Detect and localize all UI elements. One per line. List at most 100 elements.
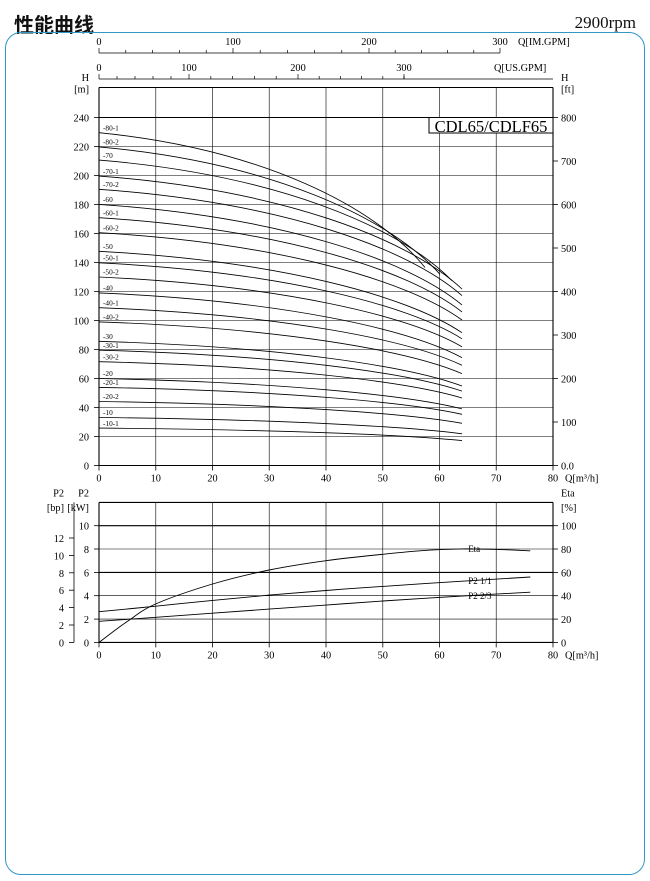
svg-text:CDL65/CDLF65: CDL65/CDLF65 xyxy=(435,117,548,136)
svg-text:70: 70 xyxy=(491,650,501,661)
svg-text:200: 200 xyxy=(361,37,376,48)
svg-text:-40: -40 xyxy=(103,284,113,293)
svg-text:0: 0 xyxy=(59,638,64,649)
svg-text:0: 0 xyxy=(96,474,101,485)
svg-text:30: 30 xyxy=(264,650,274,661)
svg-text:[bp]: [bp] xyxy=(47,503,64,514)
svg-text:12: 12 xyxy=(54,534,64,545)
svg-text:P2: P2 xyxy=(53,489,64,500)
svg-text:120: 120 xyxy=(74,288,89,299)
svg-text:-20: -20 xyxy=(103,369,113,378)
svg-text:800: 800 xyxy=(561,114,576,125)
svg-text:80: 80 xyxy=(548,650,558,661)
svg-text:-50-2: -50-2 xyxy=(103,268,119,277)
svg-text:[m]: [m] xyxy=(74,84,89,95)
svg-text:40: 40 xyxy=(561,592,571,603)
svg-text:300: 300 xyxy=(396,63,411,74)
svg-text:500: 500 xyxy=(561,244,576,255)
svg-text:0: 0 xyxy=(96,63,101,74)
svg-text:-30-2: -30-2 xyxy=(103,352,119,361)
svg-text:200: 200 xyxy=(290,63,305,74)
svg-text:-50-1: -50-1 xyxy=(103,254,119,263)
svg-text:20: 20 xyxy=(207,650,217,661)
svg-text:-30: -30 xyxy=(103,332,113,341)
svg-text:30: 30 xyxy=(264,474,274,485)
svg-text:50: 50 xyxy=(378,474,388,485)
svg-text:200: 200 xyxy=(74,172,89,183)
svg-text:10: 10 xyxy=(54,551,64,562)
svg-text:20: 20 xyxy=(561,615,571,626)
svg-text:100: 100 xyxy=(225,37,240,48)
svg-text:140: 140 xyxy=(74,259,89,270)
svg-text:600: 600 xyxy=(561,201,576,212)
svg-text:-80-1: -80-1 xyxy=(103,123,119,132)
svg-text:[ft]: [ft] xyxy=(561,84,574,95)
svg-text:60: 60 xyxy=(561,568,571,579)
svg-text:300: 300 xyxy=(561,331,576,342)
svg-text:-70-2: -70-2 xyxy=(103,180,119,189)
svg-text:0: 0 xyxy=(561,638,566,649)
svg-text:40: 40 xyxy=(79,404,89,415)
svg-text:-60: -60 xyxy=(103,195,113,204)
svg-text:100: 100 xyxy=(74,317,89,328)
svg-text:200: 200 xyxy=(561,375,576,386)
svg-text:-10: -10 xyxy=(103,408,113,417)
svg-text:P2 2/3: P2 2/3 xyxy=(468,591,492,601)
svg-text:-80-2: -80-2 xyxy=(103,138,119,147)
svg-text:[kW]: [kW] xyxy=(67,503,89,514)
svg-text:Eta: Eta xyxy=(561,489,575,500)
svg-text:Q[IM.GPM]: Q[IM.GPM] xyxy=(518,37,570,48)
svg-text:Q[US.GPM]: Q[US.GPM] xyxy=(494,63,546,74)
svg-text:20: 20 xyxy=(207,474,217,485)
svg-text:8: 8 xyxy=(84,545,89,556)
svg-text:60: 60 xyxy=(434,474,444,485)
svg-text:-20-1: -20-1 xyxy=(103,378,119,387)
svg-text:100: 100 xyxy=(561,418,576,429)
svg-text:60: 60 xyxy=(434,650,444,661)
svg-text:80: 80 xyxy=(548,474,558,485)
svg-text:160: 160 xyxy=(74,230,89,241)
svg-text:80: 80 xyxy=(561,545,571,556)
svg-text:2: 2 xyxy=(84,615,89,626)
svg-text:0: 0 xyxy=(84,462,89,473)
svg-text:P2: P2 xyxy=(78,489,89,500)
svg-text:Eta: Eta xyxy=(468,544,480,554)
svg-text:10: 10 xyxy=(79,522,89,533)
svg-text:-10-1: -10-1 xyxy=(103,419,119,428)
svg-text:0.0: 0.0 xyxy=(561,462,574,473)
svg-text:80: 80 xyxy=(79,346,89,357)
svg-text:6: 6 xyxy=(59,586,64,597)
svg-text:H: H xyxy=(82,73,90,84)
svg-text:10: 10 xyxy=(151,650,161,661)
svg-text:60: 60 xyxy=(79,375,89,386)
svg-text:4: 4 xyxy=(84,592,89,603)
svg-text:40: 40 xyxy=(321,474,331,485)
svg-text:-60-2: -60-2 xyxy=(103,223,119,232)
svg-text:-40-1: -40-1 xyxy=(103,298,119,307)
svg-text:8: 8 xyxy=(59,569,64,580)
svg-text:6: 6 xyxy=(84,568,89,579)
svg-text:220: 220 xyxy=(74,143,89,154)
svg-text:70: 70 xyxy=(491,474,501,485)
svg-text:240: 240 xyxy=(74,114,89,125)
svg-text:0: 0 xyxy=(96,650,101,661)
svg-text:H: H xyxy=(561,73,569,84)
svg-text:0: 0 xyxy=(84,638,89,649)
svg-text:Q[m³/h]: Q[m³/h] xyxy=(565,474,598,485)
svg-text:-20-2: -20-2 xyxy=(103,392,119,401)
svg-text:700: 700 xyxy=(561,157,576,168)
svg-text:[%]: [%] xyxy=(561,503,576,514)
svg-text:-30-1: -30-1 xyxy=(103,341,119,350)
svg-text:50: 50 xyxy=(378,650,388,661)
svg-text:Q[m³/h]: Q[m³/h] xyxy=(565,650,598,661)
svg-text:100: 100 xyxy=(561,522,576,533)
svg-text:-40-2: -40-2 xyxy=(103,313,119,322)
svg-text:180: 180 xyxy=(74,201,89,212)
svg-text:40: 40 xyxy=(321,650,331,661)
svg-text:P2 1/1: P2 1/1 xyxy=(468,576,491,586)
svg-text:-70-1: -70-1 xyxy=(103,167,119,176)
svg-text:400: 400 xyxy=(561,288,576,299)
svg-text:0: 0 xyxy=(96,37,101,48)
svg-text:20: 20 xyxy=(79,433,89,444)
svg-text:-70: -70 xyxy=(103,151,113,160)
